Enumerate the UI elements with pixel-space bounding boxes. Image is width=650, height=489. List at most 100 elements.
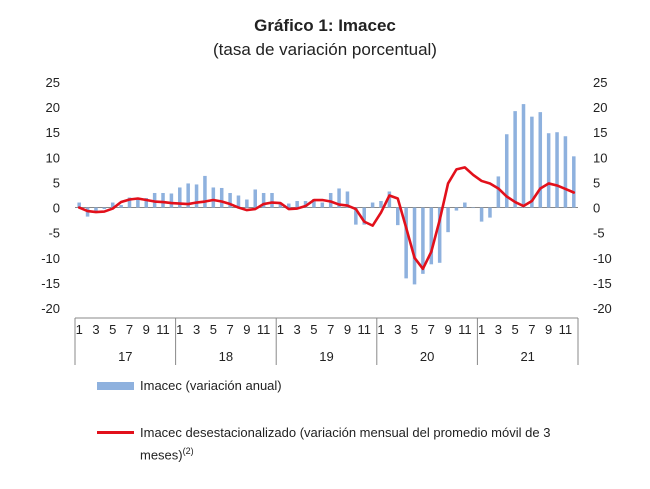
bar	[538, 112, 543, 208]
y-tick-label-right: 20	[593, 100, 607, 115]
x-tick-label-month: 7	[528, 322, 535, 337]
x-tick-label-month: 11	[357, 322, 371, 337]
bar	[387, 191, 392, 208]
y-tick-label-left: 15	[46, 125, 60, 140]
x-tick-label-year: 18	[219, 349, 233, 364]
legend-bar-swatch	[97, 382, 134, 390]
bar-series	[77, 104, 576, 285]
y-tick-label-left: 25	[46, 75, 60, 90]
bar	[110, 202, 115, 208]
bar	[454, 207, 459, 211]
y-tick-label-right: 0	[593, 201, 600, 216]
bar	[161, 192, 165, 208]
bar	[211, 187, 216, 208]
bar	[236, 195, 241, 208]
y-tick-label-right: -10	[593, 251, 612, 266]
legend-bar-label: Imacec (variación anual)	[140, 378, 282, 393]
x-tick-label-month: 1	[478, 322, 485, 337]
x-tick-label-month: 11	[559, 322, 573, 337]
x-tick-label-month: 5	[109, 322, 116, 337]
y-tick-label-right: -5	[593, 226, 605, 241]
legend-line-footnote: (2)	[182, 446, 194, 456]
x-tick-label-year: 19	[319, 349, 333, 364]
x-tick-label-month: 7	[226, 322, 233, 337]
x-tick-label-month: 3	[495, 322, 502, 337]
y-tick-label-right: -20	[593, 301, 612, 316]
y-tick-label-left: 0	[53, 201, 60, 216]
x-tick-label-month: 7	[126, 322, 133, 337]
bar	[144, 198, 149, 208]
x-tick-label-month: 7	[327, 322, 334, 337]
x-tick-label-month: 11	[257, 322, 271, 337]
x-tick-label-month: 9	[143, 322, 150, 337]
bar	[77, 202, 81, 208]
x-tick-label-month: 7	[428, 322, 435, 337]
y-tick-label-right: 25	[593, 75, 607, 90]
legend-line-swatch	[97, 431, 134, 434]
series-line	[77, 166, 576, 271]
bar	[555, 132, 559, 208]
bar	[572, 156, 576, 208]
x-tick-label-month: 9	[344, 322, 351, 337]
x-tick-label-month: 3	[92, 322, 99, 337]
x-tick-label-month: 9	[545, 322, 552, 337]
y-tick-label-left: 20	[46, 100, 60, 115]
bar	[102, 207, 107, 210]
bar	[94, 207, 98, 212]
y-tick-label-right: -15	[593, 276, 612, 291]
bar	[513, 111, 517, 208]
chart-subtitle: (tasa de variación porcentual)	[213, 40, 437, 59]
bar	[479, 207, 484, 222]
bar	[504, 134, 509, 208]
bar	[429, 207, 434, 265]
legend-line-label-1: Imacec desestacionalizado (variación men…	[140, 425, 551, 440]
y-tick-label-right: 10	[593, 150, 607, 165]
bar	[270, 192, 274, 208]
x-tick-label-month: 5	[310, 322, 317, 337]
bar	[412, 207, 417, 285]
x-tick-label-month: 11	[458, 322, 472, 337]
y-tick-label-left: -10	[41, 251, 60, 266]
x-tick-label-month: 1	[176, 322, 183, 337]
bar	[437, 207, 442, 263]
bar	[245, 199, 249, 208]
x-tick-label-month: 3	[193, 322, 200, 337]
bar	[295, 201, 299, 208]
legend-line-label: Imacec desestacionalizado (variación men…	[140, 424, 620, 464]
bar	[370, 202, 375, 208]
x-tick-label-month: 9	[243, 322, 250, 337]
y-tick-label-left: -15	[41, 276, 60, 291]
y-tick-label-left: 5	[53, 175, 60, 190]
line-series	[77, 166, 576, 271]
x-tick-label-month: 1	[377, 322, 384, 337]
bar	[320, 202, 325, 208]
bar	[194, 184, 199, 208]
x-tick-label-month: 5	[512, 322, 519, 337]
bar	[228, 192, 232, 208]
bar	[261, 192, 266, 208]
bar	[178, 187, 182, 208]
y-tick-label-left: -5	[48, 226, 60, 241]
bar	[362, 207, 366, 225]
x-tick-label-month: 5	[411, 322, 418, 337]
bar	[119, 205, 123, 208]
legend-line-label-2: meses)	[140, 447, 183, 463]
bar	[446, 207, 450, 233]
y-tick-label-right: 5	[593, 175, 600, 190]
y-tick-label-right: 15	[593, 125, 607, 140]
x-tick-label-month: 3	[394, 322, 401, 337]
bar	[136, 198, 140, 208]
x-tick-label-month: 3	[294, 322, 301, 337]
bar	[521, 104, 526, 208]
y-tick-label-left: -20	[41, 301, 60, 316]
x-tick-label-month: 1	[277, 322, 284, 337]
bar	[404, 207, 408, 279]
bar	[379, 201, 383, 208]
bar	[546, 133, 551, 208]
bar	[395, 207, 400, 226]
bar	[354, 207, 358, 225]
x-tick-label-month: 1	[76, 322, 83, 337]
bar	[127, 197, 132, 208]
